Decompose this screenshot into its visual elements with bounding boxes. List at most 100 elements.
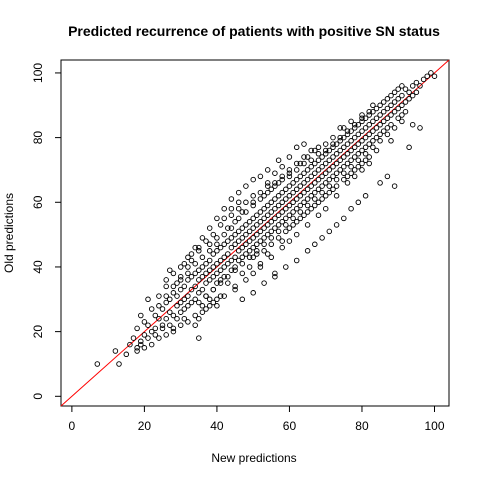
- data-point: [178, 278, 183, 283]
- data-point: [273, 184, 278, 189]
- data-point: [331, 135, 336, 140]
- data-point: [367, 161, 372, 166]
- data-point: [280, 239, 285, 244]
- data-point: [164, 294, 169, 299]
- data-point: [197, 336, 202, 341]
- data-point: [146, 323, 151, 328]
- data-point: [273, 274, 278, 279]
- data-point: [193, 261, 198, 266]
- data-point: [280, 164, 285, 169]
- data-point: [265, 181, 270, 186]
- data-point: [215, 216, 220, 221]
- data-point: [258, 265, 263, 270]
- data-point: [356, 200, 361, 205]
- y-axis: 020406080100: [31, 63, 61, 400]
- data-point: [284, 223, 289, 228]
- data-point: [287, 155, 292, 160]
- data-point: [157, 304, 162, 309]
- data-point: [175, 316, 180, 321]
- data-point: [389, 139, 394, 144]
- y-tick-label: 20: [31, 325, 45, 339]
- data-point: [320, 190, 325, 195]
- data-point: [197, 316, 202, 321]
- y-tick-label: 100: [31, 63, 45, 83]
- data-point: [251, 200, 256, 205]
- data-point: [323, 142, 328, 147]
- data-point: [323, 206, 328, 211]
- data-point: [240, 271, 245, 276]
- data-point: [251, 291, 256, 296]
- data-point: [244, 200, 249, 205]
- data-point: [363, 194, 368, 199]
- data-point: [309, 158, 314, 163]
- data-point: [164, 333, 169, 338]
- data-point: [360, 168, 365, 173]
- data-point: [178, 323, 183, 328]
- data-point: [186, 320, 191, 325]
- data-point: [186, 294, 191, 299]
- data-point: [363, 152, 368, 157]
- data-point: [207, 258, 212, 263]
- data-point: [226, 252, 231, 257]
- data-point: [218, 223, 223, 228]
- data-point: [269, 242, 274, 247]
- data-point: [131, 336, 136, 341]
- data-point: [240, 297, 245, 302]
- data-point: [157, 294, 162, 299]
- data-point: [316, 152, 321, 157]
- data-point: [313, 242, 318, 247]
- data-point: [400, 119, 405, 124]
- data-point: [349, 164, 354, 169]
- data-point: [204, 294, 209, 299]
- data-point: [276, 229, 281, 234]
- data-point: [229, 213, 234, 218]
- data-point: [207, 226, 212, 231]
- data-point: [327, 229, 332, 234]
- data-point: [251, 177, 256, 182]
- data-point: [265, 168, 270, 173]
- data-point: [207, 249, 212, 254]
- data-point: [432, 74, 437, 79]
- data-point: [117, 362, 122, 367]
- data-point: [153, 326, 158, 331]
- data-point: [280, 245, 285, 250]
- data-point: [400, 93, 405, 98]
- data-point: [378, 139, 383, 144]
- data-point: [113, 349, 118, 354]
- data-point: [149, 342, 154, 347]
- data-point: [160, 326, 165, 331]
- data-point: [182, 284, 187, 289]
- data-point: [171, 284, 176, 289]
- data-point: [164, 284, 169, 289]
- data-point: [226, 281, 231, 286]
- data-point: [244, 278, 249, 283]
- y-tick-label: 80: [31, 131, 45, 145]
- data-point: [178, 265, 183, 270]
- data-point: [236, 190, 241, 195]
- data-point: [175, 294, 180, 299]
- data-point: [251, 194, 256, 199]
- data-point: [305, 223, 310, 228]
- data-point: [186, 255, 191, 260]
- data-point: [215, 242, 220, 247]
- data-point: [168, 323, 173, 328]
- data-point: [294, 145, 299, 150]
- data-point: [334, 194, 339, 199]
- data-point: [204, 307, 209, 312]
- data-point: [378, 181, 383, 186]
- x-tick-label: 100: [424, 419, 444, 433]
- data-point: [240, 261, 245, 266]
- data-point: [146, 336, 151, 341]
- data-point: [200, 255, 205, 260]
- data-point: [222, 232, 227, 237]
- data-point: [320, 236, 325, 241]
- data-point: [258, 197, 263, 202]
- data-point: [392, 126, 397, 131]
- data-point: [280, 177, 285, 182]
- data-point: [251, 271, 256, 276]
- y-axis-label: Old predictions: [2, 193, 16, 273]
- data-point: [139, 313, 144, 318]
- data-point: [186, 265, 191, 270]
- data-point: [276, 158, 281, 163]
